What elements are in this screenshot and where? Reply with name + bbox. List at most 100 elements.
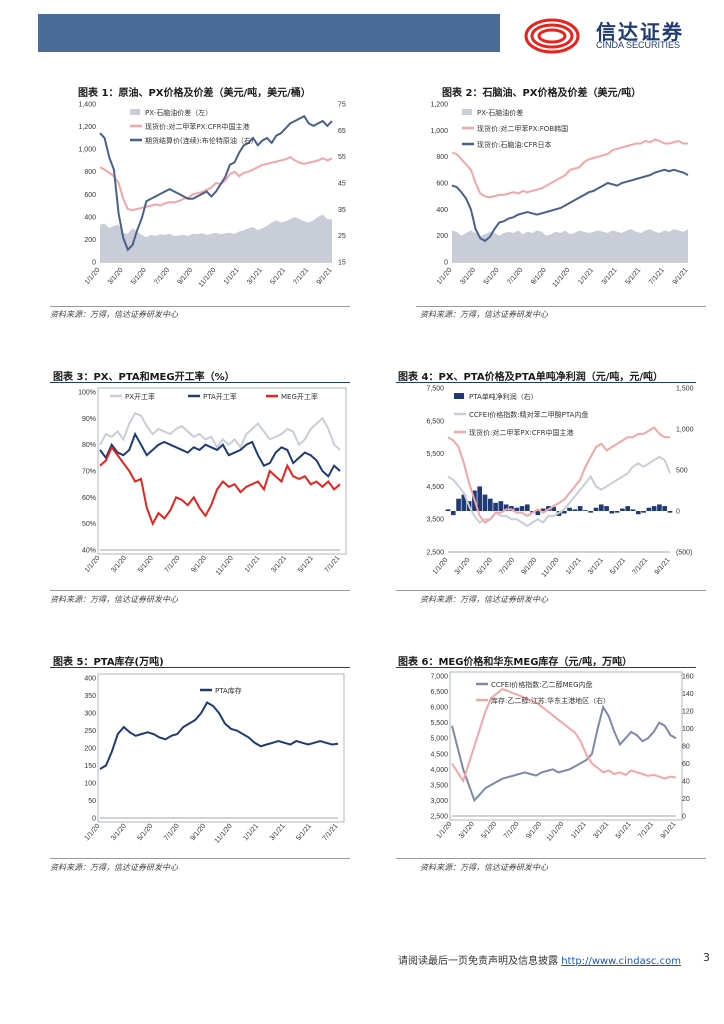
x-tick-label: 1/1/21 — [570, 821, 588, 840]
x-tick-label: 9/1/20 — [176, 267, 194, 286]
y-tick-label: 3,500 — [430, 782, 448, 789]
legend-label: 现货价:石脑油:CFR日本 — [477, 140, 552, 149]
series-bar — [540, 508, 546, 511]
y-right-tick-label: 25 — [338, 233, 346, 240]
series-bar — [609, 511, 615, 514]
y-tick-label: 1,000 — [430, 128, 448, 135]
legend-label: 现货价:对二甲苯PX:CFR中国主港 — [145, 122, 250, 131]
series-bar — [641, 511, 646, 513]
x-tick-label: 1/1/21 — [223, 267, 241, 286]
title-rule — [50, 667, 350, 668]
legend-label: PTA库存 — [215, 686, 242, 695]
y-right-tick-label: 160 — [682, 674, 694, 681]
y-right-tick-label: 15 — [338, 260, 346, 267]
series-bar — [561, 511, 567, 514]
series-bar — [667, 511, 673, 513]
legend-swatch — [130, 109, 140, 115]
x-tick-label: 7/1/21 — [648, 267, 666, 286]
series-line — [447, 426, 670, 524]
legend-label: CCFEI价格指数:乙二醇MEG内盘 — [491, 680, 593, 689]
x-tick-label: 1/1/21 — [244, 555, 262, 574]
series-bar — [461, 494, 467, 511]
series-bar — [519, 506, 525, 511]
y-tick-label: 5,500 — [430, 720, 448, 727]
x-tick-label: 3/1/21 — [269, 823, 287, 842]
chart-1: 0 200 400 600 800 1,000 1,200 1,400 15 25 35 45 55 65… — [78, 102, 346, 289]
y-tick-label: 5,000 — [430, 736, 448, 743]
y-tick-label: 50 — [88, 798, 96, 805]
series-bar — [445, 509, 451, 511]
y-right-tick-label: 140 — [682, 691, 694, 698]
series-bar — [514, 507, 520, 511]
title-rule — [50, 382, 350, 383]
x-tick-label: 5/1/20 — [480, 821, 498, 840]
series-bar — [567, 507, 572, 511]
x-tick-label: 9/1/21 — [672, 267, 690, 286]
series-area — [100, 214, 332, 262]
x-tick-label: 9/1/20 — [525, 821, 543, 840]
source-note: 资料来源：万得，信达证券研发中心 — [50, 863, 178, 872]
y-right-tick-label: 1,000 — [676, 427, 694, 434]
x-tick-label: 9/1/21 — [660, 821, 678, 840]
chart-5: 0 50 100 150 200 250 300 350 400 1/1/20 3/1/20 5/1/… — [84, 673, 345, 845]
series-line — [451, 168, 689, 243]
x-tick-label: 1/1/20 — [84, 267, 102, 286]
x-tick-label: 5/1/20 — [137, 555, 155, 574]
x-tick-label: 7/1/20 — [503, 821, 521, 840]
x-tick-label: 11/1/20 — [545, 821, 565, 843]
x-tick-label: 1/1/20 — [436, 821, 454, 840]
y-tick-label: 3,000 — [430, 798, 448, 805]
header-bar — [38, 14, 500, 52]
y-right-tick-label: 0 — [682, 814, 686, 821]
source-rule — [50, 306, 350, 307]
y-tick-label: 0 — [92, 816, 96, 823]
x-tick-label: 9/1/20 — [520, 557, 538, 576]
cinda-logo-icon — [524, 18, 580, 54]
series-line — [451, 704, 677, 803]
x-tick-label: 3/1/21 — [587, 557, 605, 576]
y-tick-label: 350 — [84, 693, 96, 700]
x-tick-label: 3/1/21 — [592, 821, 610, 840]
y-tick-label: 1,400 — [78, 102, 96, 109]
page-number: 3 — [703, 951, 710, 964]
x-tick-label: 3/1/20 — [107, 267, 125, 286]
y-tick-label: 90% — [82, 416, 96, 423]
y-tick-label: 6,000 — [430, 705, 448, 712]
series-bar — [662, 506, 668, 511]
legend-label: PX开工率 — [125, 392, 155, 401]
source-note: 资料来源：万得，信达证券研发中心 — [420, 310, 548, 319]
x-tick-label: 11/1/20 — [215, 555, 235, 577]
series-bar — [482, 494, 488, 511]
source-rule — [50, 590, 350, 591]
legend-swatch — [462, 109, 472, 115]
y-tick-label: 0 — [444, 260, 448, 267]
chart-5-title: 图表 5：PTA库存(万吨) — [53, 657, 164, 668]
series-bar — [493, 502, 498, 511]
series-bar — [593, 507, 599, 511]
logo-text-en: CINDA SECURITIES — [596, 40, 681, 50]
series-bar — [477, 486, 483, 511]
x-tick-label: 5/1/20 — [476, 557, 494, 576]
y-tick-label: 80% — [82, 442, 96, 449]
y-tick-label: 4,500 — [430, 751, 448, 758]
x-tick-label: 5/1/21 — [615, 821, 633, 840]
chart-4: 2,500 3,500 4,500 5,500 6,500 7,500 (500) 0 500 1… — [426, 386, 694, 579]
series-line — [99, 114, 333, 252]
series-line — [99, 445, 341, 527]
chart-2-title: 图表 2：石脑油、PX价格及价差（美元/吨） — [442, 88, 642, 99]
chart-4-title: 图表 4：PX、PTA价格及PTA单吨净利润（元/吨，元/吨） — [398, 372, 664, 383]
y-right-tick-label: 20 — [682, 796, 690, 803]
y-tick-label: 40% — [82, 548, 96, 555]
x-tick-label: 1/1/20 — [84, 823, 102, 842]
legend-swatch — [454, 393, 464, 399]
series-area — [452, 229, 688, 262]
series-bar — [651, 506, 657, 511]
y-tick-label: 7,500 — [426, 386, 444, 393]
series-bar — [583, 510, 588, 511]
footer-link[interactable]: http://www.cindasc.com — [561, 956, 681, 967]
y-right-tick-label: (500) — [676, 550, 692, 557]
y-tick-label: 400 — [436, 207, 448, 214]
chart-2: 0 200 400 600 800 1,000 1,200 1/1/20 3/1/20 5/1/2… — [430, 102, 690, 289]
series-bar — [646, 507, 652, 511]
y-tick-label: 300 — [84, 711, 96, 718]
